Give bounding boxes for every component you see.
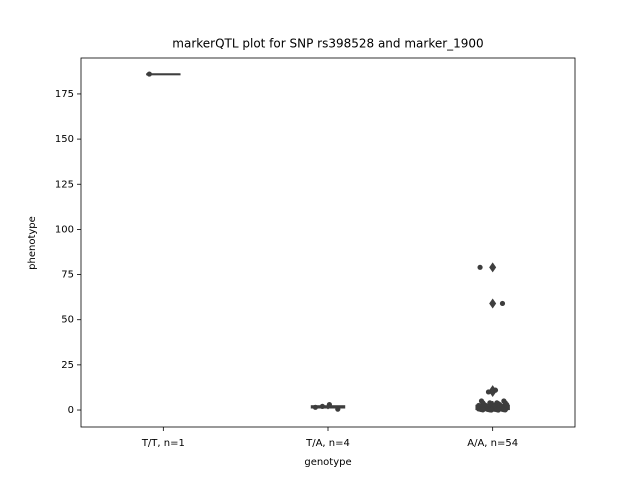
strip-point xyxy=(502,407,508,413)
y-tick-label: 100 xyxy=(55,224,74,235)
strip-point xyxy=(319,403,325,410)
y-tick-label: 0 xyxy=(68,405,74,416)
chart-title: markerQTL plot for SNP rs398528 and mark… xyxy=(172,37,483,51)
strip-point xyxy=(480,407,486,413)
strip-point xyxy=(312,404,318,410)
x-axis-label: genotype xyxy=(304,457,351,468)
y-tick-label: 50 xyxy=(61,315,74,326)
flier xyxy=(489,262,497,273)
strip-point xyxy=(326,402,332,408)
x-tick-label: T/T, n=1 xyxy=(141,438,185,449)
strip-point xyxy=(492,387,499,393)
flier xyxy=(489,298,497,309)
strip-point xyxy=(146,71,152,77)
strip-point xyxy=(495,407,501,413)
y-axis-label: phenotype xyxy=(27,216,38,270)
y-tick-label: 175 xyxy=(55,89,74,100)
y-tick-label: 75 xyxy=(61,270,74,281)
strip-point xyxy=(335,406,341,412)
strip-point xyxy=(488,407,494,413)
x-tick-label: A/A, n=54 xyxy=(467,438,518,449)
strip-point xyxy=(477,264,483,270)
strip-point xyxy=(499,300,506,307)
y-tick-label: 125 xyxy=(55,179,74,190)
y-tick-label: 25 xyxy=(61,360,74,371)
strip-point xyxy=(485,389,492,395)
y-tick-label: 150 xyxy=(55,134,74,145)
x-tick-label: T/A, n=4 xyxy=(305,438,350,449)
